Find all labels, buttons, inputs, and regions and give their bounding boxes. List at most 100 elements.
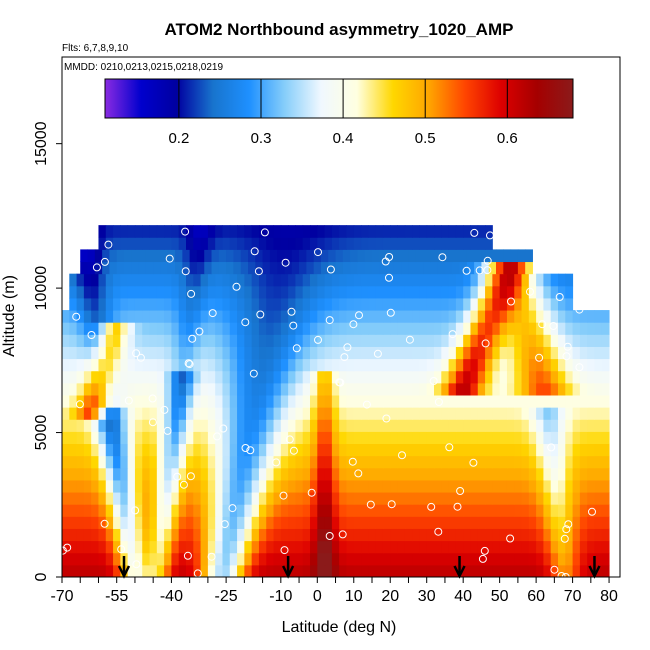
heatmap-cell	[565, 504, 574, 517]
heatmap-cell	[105, 479, 114, 493]
heatmap-cell	[156, 443, 165, 457]
heatmap-cell	[368, 225, 377, 238]
heatmap-cell	[69, 479, 78, 493]
heatmap-cell	[339, 358, 347, 372]
heatmap-cell	[463, 564, 471, 577]
heatmap-cell	[120, 334, 129, 347]
heatmap-cell	[441, 516, 450, 529]
heatmap-cell	[594, 540, 603, 554]
heatmap-cell	[412, 273, 420, 287]
heatmap-cell	[437, 249, 446, 263]
heatmap-cell	[156, 370, 165, 384]
heatmap-cell	[419, 419, 428, 432]
heatmap-cell	[229, 540, 238, 554]
heatmap-cell	[310, 528, 318, 542]
heatmap-cell	[601, 528, 610, 542]
heatmap-cell	[200, 370, 209, 384]
heatmap-cell	[142, 455, 151, 469]
heatmap-cell	[266, 237, 275, 250]
heatmap-cell	[368, 310, 377, 323]
heatmap-cell	[171, 419, 180, 432]
heatmap-cell	[142, 467, 151, 481]
sample-point	[405, 335, 414, 344]
heatmap-cell	[273, 310, 282, 323]
heatmap-cell	[419, 504, 428, 517]
heatmap-cell	[492, 370, 501, 384]
heatmap-cell	[171, 346, 180, 360]
heatmap-cell	[62, 528, 70, 542]
heatmap-cell	[382, 552, 391, 566]
heatmap-cell	[134, 297, 143, 311]
heatmap-cell	[470, 419, 479, 432]
x-axis-label: Latitude (deg N)	[282, 619, 397, 636]
sample-point	[272, 458, 281, 467]
heatmap-cell	[521, 564, 530, 577]
heatmap-cell	[280, 285, 289, 299]
heatmap-cell	[280, 528, 289, 542]
heatmap-cell	[222, 310, 231, 323]
heatmap-cell	[550, 310, 559, 323]
heatmap-cell	[587, 310, 595, 323]
heatmap-cell	[572, 516, 581, 529]
heatmap-cell	[229, 358, 238, 372]
sample-point	[483, 256, 492, 265]
heatmap-cell	[113, 467, 121, 481]
heatmap-cell	[76, 297, 85, 311]
heatmap-cell	[463, 479, 471, 493]
heatmap-cell	[258, 443, 267, 457]
heatmap-cell	[368, 492, 377, 505]
heatmap-cell	[528, 492, 537, 505]
heatmap-cell	[506, 552, 515, 566]
heatmap-cell	[499, 443, 508, 457]
heatmap-cell	[149, 455, 158, 469]
heatmap-cell	[346, 504, 355, 517]
heatmap-cell	[485, 504, 493, 517]
heatmap-cell	[550, 552, 559, 566]
heatmap-cell	[572, 370, 581, 384]
heatmap-cell	[306, 261, 315, 275]
heatmap-cell	[134, 237, 143, 250]
heatmap-cell	[193, 310, 202, 323]
heatmap-cell	[565, 382, 574, 396]
heatmap-cell	[193, 237, 202, 250]
heatmap-cell	[448, 419, 457, 432]
sample-point	[382, 414, 391, 423]
heatmap-cell	[288, 273, 296, 287]
heatmap-cell	[485, 516, 493, 529]
heatmap-cell	[258, 564, 267, 577]
heatmap-cell	[339, 564, 347, 577]
heatmap-cell	[237, 431, 245, 445]
heatmap-cell	[244, 334, 253, 347]
heatmap-cell	[558, 334, 566, 347]
heatmap-cell	[382, 334, 391, 347]
sample-point	[557, 572, 566, 577]
heatmap-cell	[441, 431, 450, 445]
heatmap-cell	[536, 419, 544, 432]
heatmap-cell	[207, 492, 216, 505]
heatmap-cell	[142, 528, 151, 542]
heatmap-cell	[485, 322, 493, 335]
heatmap-cell	[390, 419, 399, 432]
heatmap-cell	[193, 443, 202, 457]
heatmap-cell	[244, 564, 253, 577]
heatmap-cell	[441, 504, 450, 517]
heatmap-cell	[587, 419, 595, 432]
heatmap-cell	[295, 382, 304, 396]
heatmap-cell	[171, 358, 180, 372]
heatmap-cell	[145, 261, 154, 275]
heatmap-cell	[310, 455, 318, 469]
heatmap-cell	[69, 455, 78, 469]
heatmap-cell	[477, 225, 486, 238]
heatmap-cell	[215, 225, 223, 238]
heatmap-cell	[324, 358, 333, 372]
heatmap-cell	[113, 492, 121, 505]
heatmap-cell	[310, 516, 318, 529]
heatmap-cell	[171, 564, 180, 577]
heatmap-cell	[62, 358, 70, 372]
heatmap-cell	[105, 431, 114, 445]
sample-point	[165, 254, 174, 263]
heatmap-cell	[229, 419, 238, 432]
heatmap-cell	[441, 237, 450, 250]
heatmap-cell	[404, 273, 413, 287]
heatmap-cell	[295, 225, 304, 238]
